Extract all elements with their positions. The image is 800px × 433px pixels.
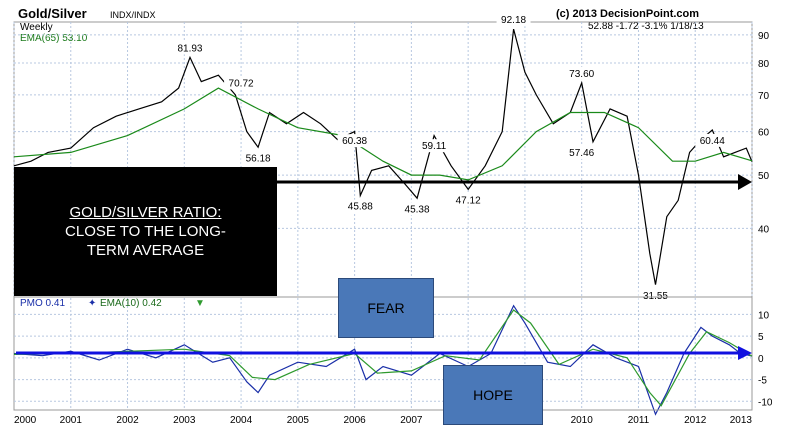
- price-tick-label: 70: [758, 91, 770, 102]
- annotation-backing: [638, 288, 673, 302]
- pmo-ema-series-line: [13, 309, 753, 407]
- price-annotation-label: 57.46: [569, 148, 594, 159]
- annotation-backing: [564, 145, 599, 159]
- annotation-backing: [343, 199, 378, 213]
- price-annotation-label: 31.55: [643, 291, 668, 302]
- price-annotation-label: 47.12: [456, 195, 481, 206]
- annotation-backing: [241, 151, 276, 165]
- fear-callout: FEAR: [338, 278, 434, 338]
- x-tick-label: 2010: [571, 415, 594, 426]
- hope-callout: HOPE: [443, 365, 543, 425]
- price-tick-label: 60: [758, 128, 770, 139]
- x-tick-label: 2012: [684, 415, 707, 426]
- annotation-backing: [695, 133, 730, 147]
- price-annotation-label: 70.72: [229, 78, 254, 89]
- level-arrow-head: [738, 174, 752, 190]
- x-tick-label: 2005: [287, 415, 310, 426]
- annotation-backing: [417, 139, 452, 153]
- price-tick-label: 80: [758, 59, 770, 70]
- annotation-backing: [451, 193, 486, 207]
- price-tick-label: 40: [758, 224, 770, 235]
- ratio-callout: GOLD/SILVER RATIO: CLOSE TO THE LONG- TE…: [14, 167, 277, 296]
- zero-arrow-head: [738, 346, 752, 360]
- x-tick-label: 2011: [628, 415, 650, 426]
- pmo-tick-label: -5: [758, 376, 767, 387]
- price-annotation-label: 59.11: [422, 141, 447, 152]
- annotation-backing: [337, 134, 372, 148]
- ema65-series-line: [13, 87, 753, 181]
- annotation-backing: [564, 66, 599, 80]
- x-tick-label: 2006: [343, 415, 366, 426]
- price-series-line: [13, 28, 753, 285]
- ema-legend: EMA(65) 53.10: [20, 33, 88, 44]
- price-annotation-label: 73.60: [569, 69, 594, 80]
- price-annotation-label: 45.38: [405, 204, 430, 215]
- chart-symbol: INDX/INDX: [110, 10, 156, 20]
- annotation-backing: [496, 13, 531, 27]
- x-tick-label: 2013: [730, 415, 753, 426]
- price-annotation-label: 60.44: [700, 136, 725, 147]
- price-axis: 40 50 60 70 80 90: [758, 31, 770, 235]
- pmo-ema-legend-marker-icon: ▼: [195, 298, 205, 309]
- copyright: (c) 2013 DecisionPoint.com: [556, 8, 699, 20]
- pmo-ema-legend: EMA(10) 0.42: [100, 298, 162, 309]
- quote-readout: 52.88 -1.72 -3.1% 1/18/13: [588, 21, 704, 32]
- pmo-tick-label: 5: [758, 332, 764, 343]
- annotation-backing: [224, 76, 259, 90]
- x-tick-label: 2001: [60, 415, 83, 426]
- ratio-callout-line3: TERM AVERAGE: [86, 242, 205, 259]
- annotation-backing: [400, 202, 435, 216]
- pmo-axis: -10 -5 0 5 10: [758, 310, 773, 408]
- x-tick-label: 2004: [230, 415, 253, 426]
- pmo-tick-label: 10: [758, 310, 770, 321]
- price-annotation-label: 45.88: [348, 202, 373, 213]
- x-tick-label: 2002: [116, 415, 139, 426]
- ratio-callout-line2: CLOSE TO THE LONG-: [65, 223, 226, 240]
- pmo-tick-label: -10: [758, 397, 773, 408]
- pmo-legend-marker-icon: ✦: [88, 298, 96, 309]
- x-tick-label: 2000: [14, 415, 37, 426]
- x-tick-label: 2003: [173, 415, 196, 426]
- price-tick-label: 50: [758, 171, 770, 182]
- pmo-legend: PMO 0.41: [20, 298, 65, 309]
- price-annotation-label: 56.18: [246, 153, 271, 164]
- chart-title: Gold/Silver: [18, 6, 87, 21]
- periodicity: Weekly: [20, 22, 53, 33]
- x-tick-label: 2007: [400, 415, 423, 426]
- price-tick-label: 90: [758, 31, 770, 42]
- price-annotations: 81.93 70.72 56.18 60.38 45.88 45.38 59.11 47.12…: [172, 13, 730, 302]
- price-annotation-label: 60.38: [342, 136, 367, 147]
- price-annotation-label: 92.18: [501, 15, 526, 26]
- annotation-backing: [172, 41, 207, 55]
- price-annotation-label: 81.93: [177, 43, 202, 54]
- zero-arrow: [16, 346, 752, 360]
- ratio-callout-line1: GOLD/SILVER RATIO:: [69, 204, 222, 221]
- pmo-tick-label: 0: [758, 354, 764, 365]
